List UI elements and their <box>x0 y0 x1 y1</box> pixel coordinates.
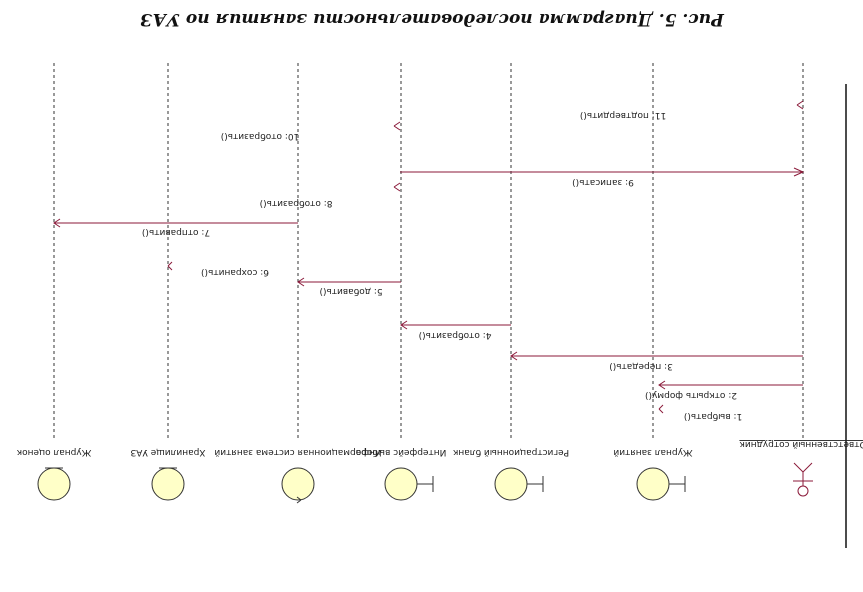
object-lesson-information-system: Информационная система занятий <box>214 447 382 504</box>
message-6-arrowhead <box>167 261 173 271</box>
message-7-arrowhead <box>53 218 61 228</box>
message-11-label: 11: подтвердить() <box>580 110 666 120</box>
message-8-label: 8: отобразить() <box>260 198 333 208</box>
object-label-5: Хранилище УАЗ <box>130 447 205 457</box>
object-selection-interface: Интерфейс выбора <box>356 447 447 501</box>
object-uaz-storage: Хранилище УАЗ <box>130 447 206 501</box>
object-lesson-journal: Журнал занятий <box>613 447 693 501</box>
message-2-label: 2: открыть форму() <box>645 390 737 400</box>
message-5-arrowhead <box>297 277 305 287</box>
message-7-label: 7: отправить() <box>142 227 210 237</box>
message-1-arrowhead <box>658 404 664 410</box>
lifelines <box>53 60 804 438</box>
entity-arrow-icon <box>296 496 302 504</box>
entity-object-icon <box>281 467 315 501</box>
object-label-6: Журнал оценок <box>16 447 91 457</box>
message-3-label: 3: передать() <box>609 361 673 371</box>
message-5-label: 5: добавить() <box>319 286 382 296</box>
message-1-arrow <box>658 408 664 414</box>
message-8-arrowhead <box>393 182 401 192</box>
figure-caption: Рис. 5. Диаграмма последовательности зан… <box>140 9 725 29</box>
message-3-arrowhead <box>510 351 518 361</box>
message-6-label: 6: сохранить() <box>201 267 269 277</box>
object-label-4: Информационная система занятий <box>214 447 381 457</box>
message-10-arrowhead <box>393 121 401 131</box>
object-label-3: Интерфейс выбора <box>356 447 447 457</box>
boundary-object-icon <box>384 467 418 501</box>
object-registration-form: Регистрационный бланк <box>452 447 569 501</box>
actor-leg-left-icon <box>802 462 813 473</box>
message-10-label: 10: отобразить() <box>221 131 300 141</box>
message-4-label: 4: отобразить() <box>419 330 492 340</box>
message-9-arrowhead <box>793 167 805 177</box>
entity-object-icon <box>37 467 71 501</box>
message-4-arrowhead <box>400 320 408 330</box>
object-label-2: Регистрационный бланк <box>452 447 569 457</box>
message-1-label: 1: выбрать() <box>684 411 742 421</box>
message-2-arrowhead <box>658 380 666 390</box>
messages <box>53 100 805 414</box>
object-label-1: Журнал занятий <box>613 447 692 457</box>
object-grades-journal: Журнал оценок <box>16 447 91 501</box>
control-object-icon <box>636 467 670 501</box>
entity-object-icon <box>151 467 185 501</box>
actor-leg-right-icon <box>793 462 804 473</box>
actor-responsible-employee: Ответственный сотрудник <box>739 439 863 497</box>
control-object-icon <box>494 467 528 501</box>
message-9-label: 9: записать() <box>572 177 634 187</box>
message-11-arrowhead <box>796 100 804 110</box>
rotated-diagram: Рис. 5. Диаграмма последовательности зан… <box>16 9 863 548</box>
actor-head-icon <box>797 485 809 497</box>
actor-label: Ответственный сотрудник <box>739 439 863 449</box>
